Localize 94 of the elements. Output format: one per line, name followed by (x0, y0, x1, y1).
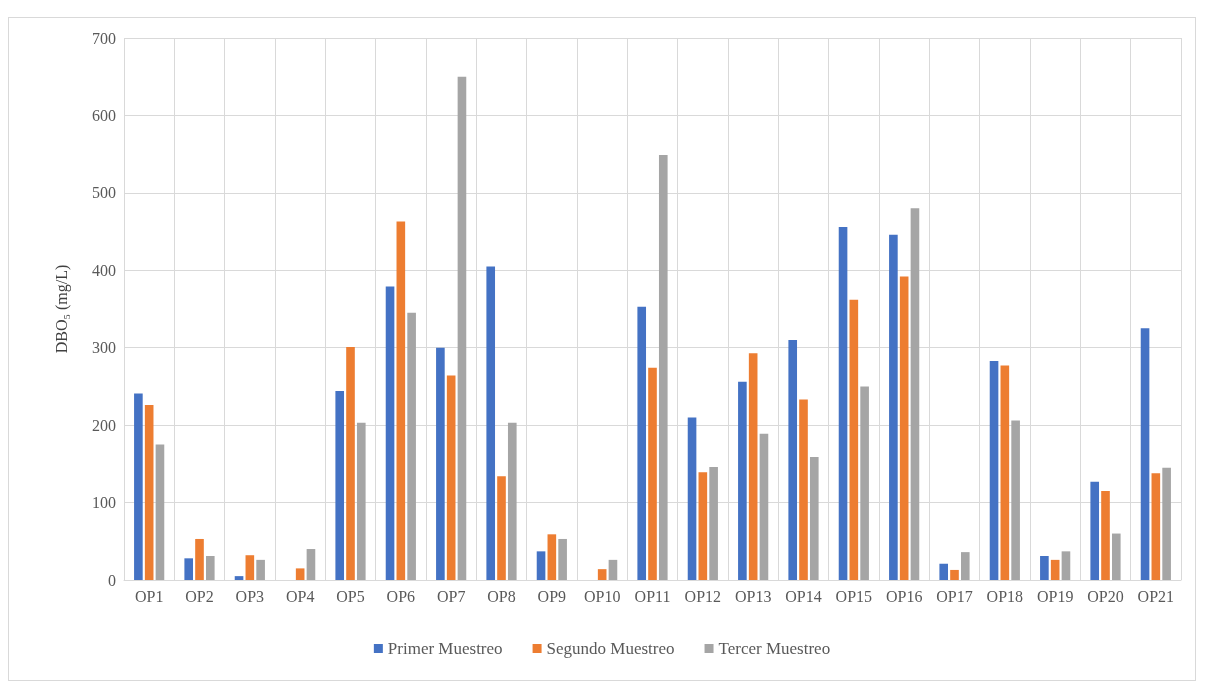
bar (356, 422, 366, 580)
bar (738, 381, 747, 580)
x-tick-label: OP2 (185, 587, 214, 605)
bar (1151, 473, 1161, 580)
bar (256, 559, 265, 580)
x-tick-label: OP16 (885, 587, 923, 605)
x-tick-label: OP3 (235, 587, 265, 605)
y-tick-label: 600 (92, 106, 116, 124)
bar (1090, 481, 1100, 580)
bar (536, 551, 546, 580)
x-tick-label: OP13 (734, 587, 772, 605)
y-tick-label: 100 (92, 494, 116, 512)
bar (486, 266, 496, 580)
bar (748, 353, 758, 580)
x-tick-label: OP6 (386, 587, 416, 605)
bar (960, 552, 970, 580)
bar (1111, 533, 1121, 580)
x-tick-label: OP14 (785, 587, 822, 605)
bar (658, 154, 668, 580)
bar (1162, 467, 1171, 580)
y-tick-label: 700 (92, 29, 116, 47)
bar (346, 346, 355, 580)
x-tick-label: OP19 (1036, 587, 1074, 605)
bar (838, 226, 848, 580)
bar (155, 444, 165, 580)
bar (849, 299, 859, 580)
x-tick-label: OP9 (537, 587, 567, 605)
bar (144, 405, 154, 580)
x-tick-label: OP11 (634, 587, 671, 605)
bar (1000, 365, 1010, 580)
bar (1040, 556, 1049, 580)
bar (809, 456, 819, 580)
bar (558, 538, 567, 580)
x-tick-label: OP15 (835, 587, 873, 605)
legend-label: Primer Muestreo (387, 639, 503, 658)
x-tick-label: OP7 (436, 587, 466, 605)
bar (648, 367, 657, 580)
bar (306, 549, 316, 580)
bar (860, 386, 869, 580)
x-tick-label: OP5 (336, 587, 365, 605)
bar (889, 234, 898, 580)
x-tick-label: OP21 (1137, 587, 1175, 605)
bar (407, 312, 416, 580)
y-tick-label: 300 (92, 339, 116, 357)
x-tick-label: OP18 (986, 587, 1024, 605)
bar (709, 466, 718, 580)
y-tick-label: 500 (92, 184, 116, 202)
y-axis-title: DBO₅ (mg/L) (52, 264, 71, 354)
bar (184, 558, 194, 580)
legend-label: Tercer Muestreo (718, 639, 831, 658)
x-tick-label: OP17 (936, 587, 973, 605)
bar (245, 555, 255, 580)
bar (759, 433, 769, 580)
bar (1050, 559, 1060, 580)
bar (205, 556, 215, 580)
bar (295, 568, 305, 580)
y-tick-label: 0 (108, 571, 116, 589)
bar (234, 576, 244, 580)
bar (134, 393, 143, 580)
bar (637, 306, 647, 580)
bar (396, 221, 406, 580)
bar (547, 534, 557, 580)
bar (939, 563, 949, 580)
bar (989, 360, 999, 580)
y-tick-label: 200 (92, 416, 116, 434)
bar (687, 417, 697, 580)
bar (497, 476, 506, 580)
bar (1061, 551, 1071, 580)
y-tick-label: 400 (92, 261, 116, 279)
x-tick-label: OP20 (1087, 587, 1124, 605)
bar (436, 347, 445, 580)
bar (507, 422, 517, 580)
bar (1011, 420, 1020, 580)
bar (1140, 328, 1150, 580)
bar (799, 399, 808, 580)
bar (195, 538, 204, 580)
x-tick-label: OP8 (487, 587, 516, 605)
bar (597, 569, 607, 580)
bar (385, 286, 395, 580)
bar (457, 76, 467, 580)
x-tick-label: OP10 (583, 587, 621, 605)
x-tick-label: OP4 (285, 587, 315, 605)
bar (899, 276, 909, 580)
bar (335, 391, 345, 580)
x-tick-label: OP1 (134, 587, 164, 605)
legend-label: Segundo Muestreo (546, 639, 675, 658)
bar (608, 559, 618, 580)
bar (788, 339, 798, 580)
bar (1101, 490, 1110, 580)
x-tick-label: OP12 (684, 587, 722, 605)
bar (698, 472, 708, 580)
bar (910, 208, 920, 580)
bar (950, 569, 959, 580)
bar (446, 375, 456, 580)
